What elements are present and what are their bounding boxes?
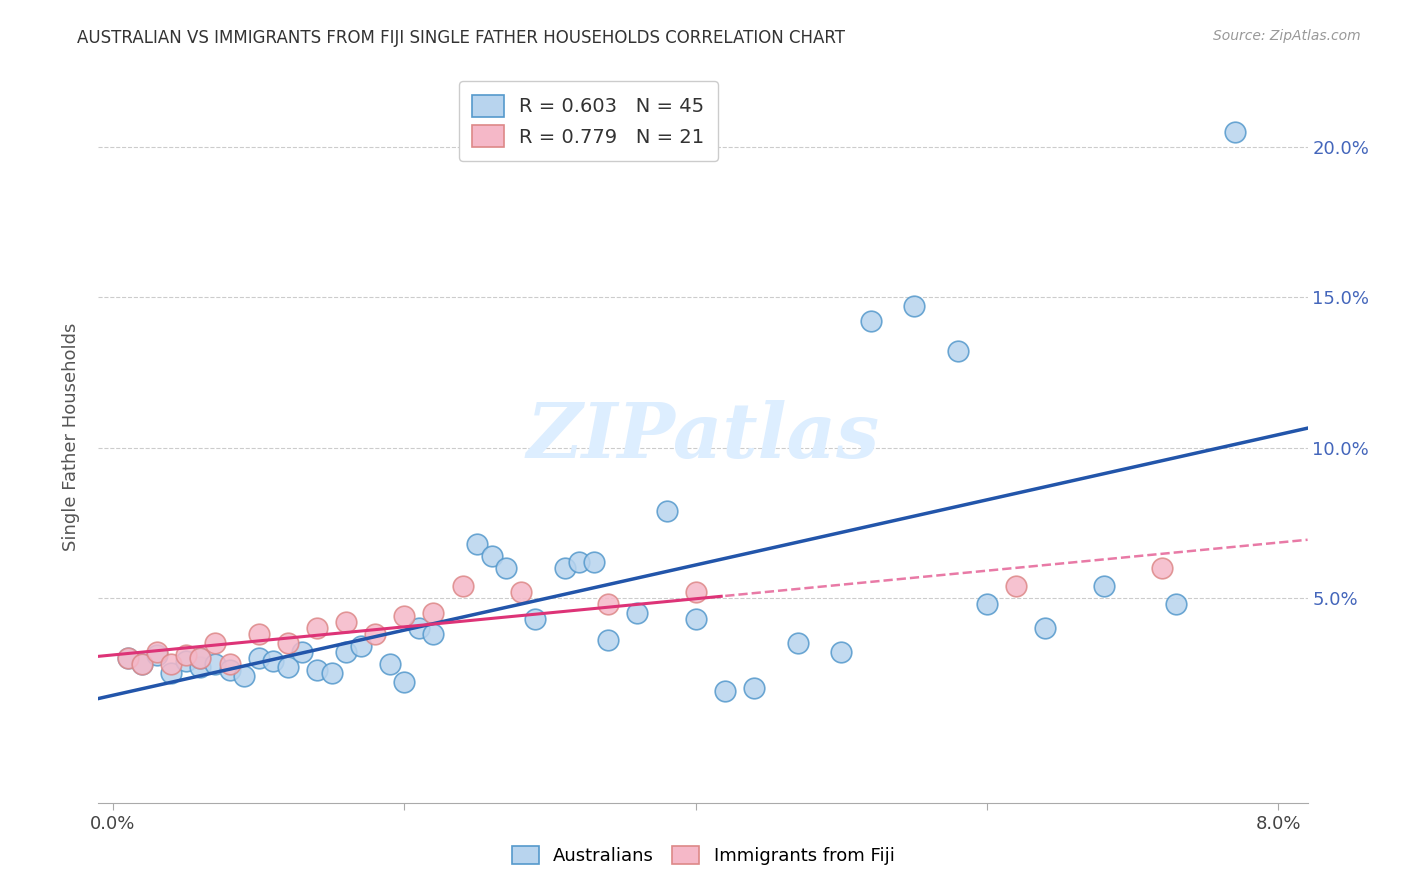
Point (509, 585, 531, 599)
Point (277, 636, 299, 650)
Point (394, 609, 416, 624)
Legend: R = 0.603   N = 45, R = 0.779   N = 21: R = 0.603 N = 45, R = 0.779 N = 21 (458, 81, 718, 161)
Point (859, 314, 882, 328)
Point (495, 561, 517, 575)
Point (655, 504, 678, 518)
Point (408, 621, 430, 635)
Point (131, 657, 153, 672)
Point (524, 612, 547, 626)
Point (1166, 597, 1188, 611)
Point (422, 627, 444, 641)
Point (262, 654, 284, 668)
Point (174, 654, 197, 668)
Point (277, 660, 299, 674)
Point (204, 636, 226, 650)
Point (422, 606, 444, 620)
Point (204, 657, 226, 672)
Point (378, 657, 401, 672)
Point (976, 597, 998, 611)
Point (742, 681, 765, 696)
Point (1092, 579, 1115, 593)
Point (335, 645, 357, 659)
Point (1033, 621, 1056, 635)
Point (160, 657, 183, 672)
Text: AUSTRALIAN VS IMMIGRANTS FROM FIJI SINGLE FATHER HOUSEHOLDS CORRELATION CHART: AUSTRALIAN VS IMMIGRANTS FROM FIJI SINGL… (77, 29, 845, 47)
Point (160, 666, 183, 681)
Point (598, 633, 620, 648)
Point (247, 627, 270, 641)
Point (830, 645, 852, 659)
Text: ZIPatlas: ZIPatlas (526, 401, 880, 474)
Point (350, 640, 373, 654)
Point (145, 648, 167, 663)
Point (481, 549, 503, 563)
Point (190, 651, 212, 665)
Point (626, 606, 648, 620)
Point (786, 636, 808, 650)
Point (335, 615, 357, 630)
Point (685, 585, 707, 599)
Point (364, 627, 387, 641)
Point (554, 561, 576, 575)
Point (291, 645, 314, 659)
Point (117, 651, 139, 665)
Point (465, 537, 488, 551)
Point (394, 675, 416, 690)
Point (233, 669, 256, 683)
Point (903, 299, 925, 313)
Point (598, 597, 620, 611)
Point (305, 664, 328, 678)
Point (568, 555, 591, 569)
Point (145, 645, 167, 659)
Point (247, 651, 270, 665)
Point (117, 651, 139, 665)
Point (131, 657, 153, 672)
Point (305, 621, 328, 635)
Point (190, 651, 212, 665)
Point (174, 648, 197, 663)
Point (714, 684, 737, 698)
Legend: Australians, Immigrants from Fiji: Australians, Immigrants from Fiji (502, 837, 904, 874)
Point (1223, 124, 1246, 138)
Point (321, 666, 343, 681)
Point (1005, 579, 1028, 593)
Point (218, 664, 240, 678)
Point (1150, 561, 1173, 575)
Y-axis label: Single Father Households: Single Father Households (62, 323, 80, 551)
Point (946, 344, 969, 359)
Text: Source: ZipAtlas.com: Source: ZipAtlas.com (1213, 29, 1361, 44)
Point (218, 657, 240, 672)
Point (582, 555, 605, 569)
Point (451, 579, 474, 593)
Point (190, 660, 212, 674)
Point (685, 612, 707, 626)
